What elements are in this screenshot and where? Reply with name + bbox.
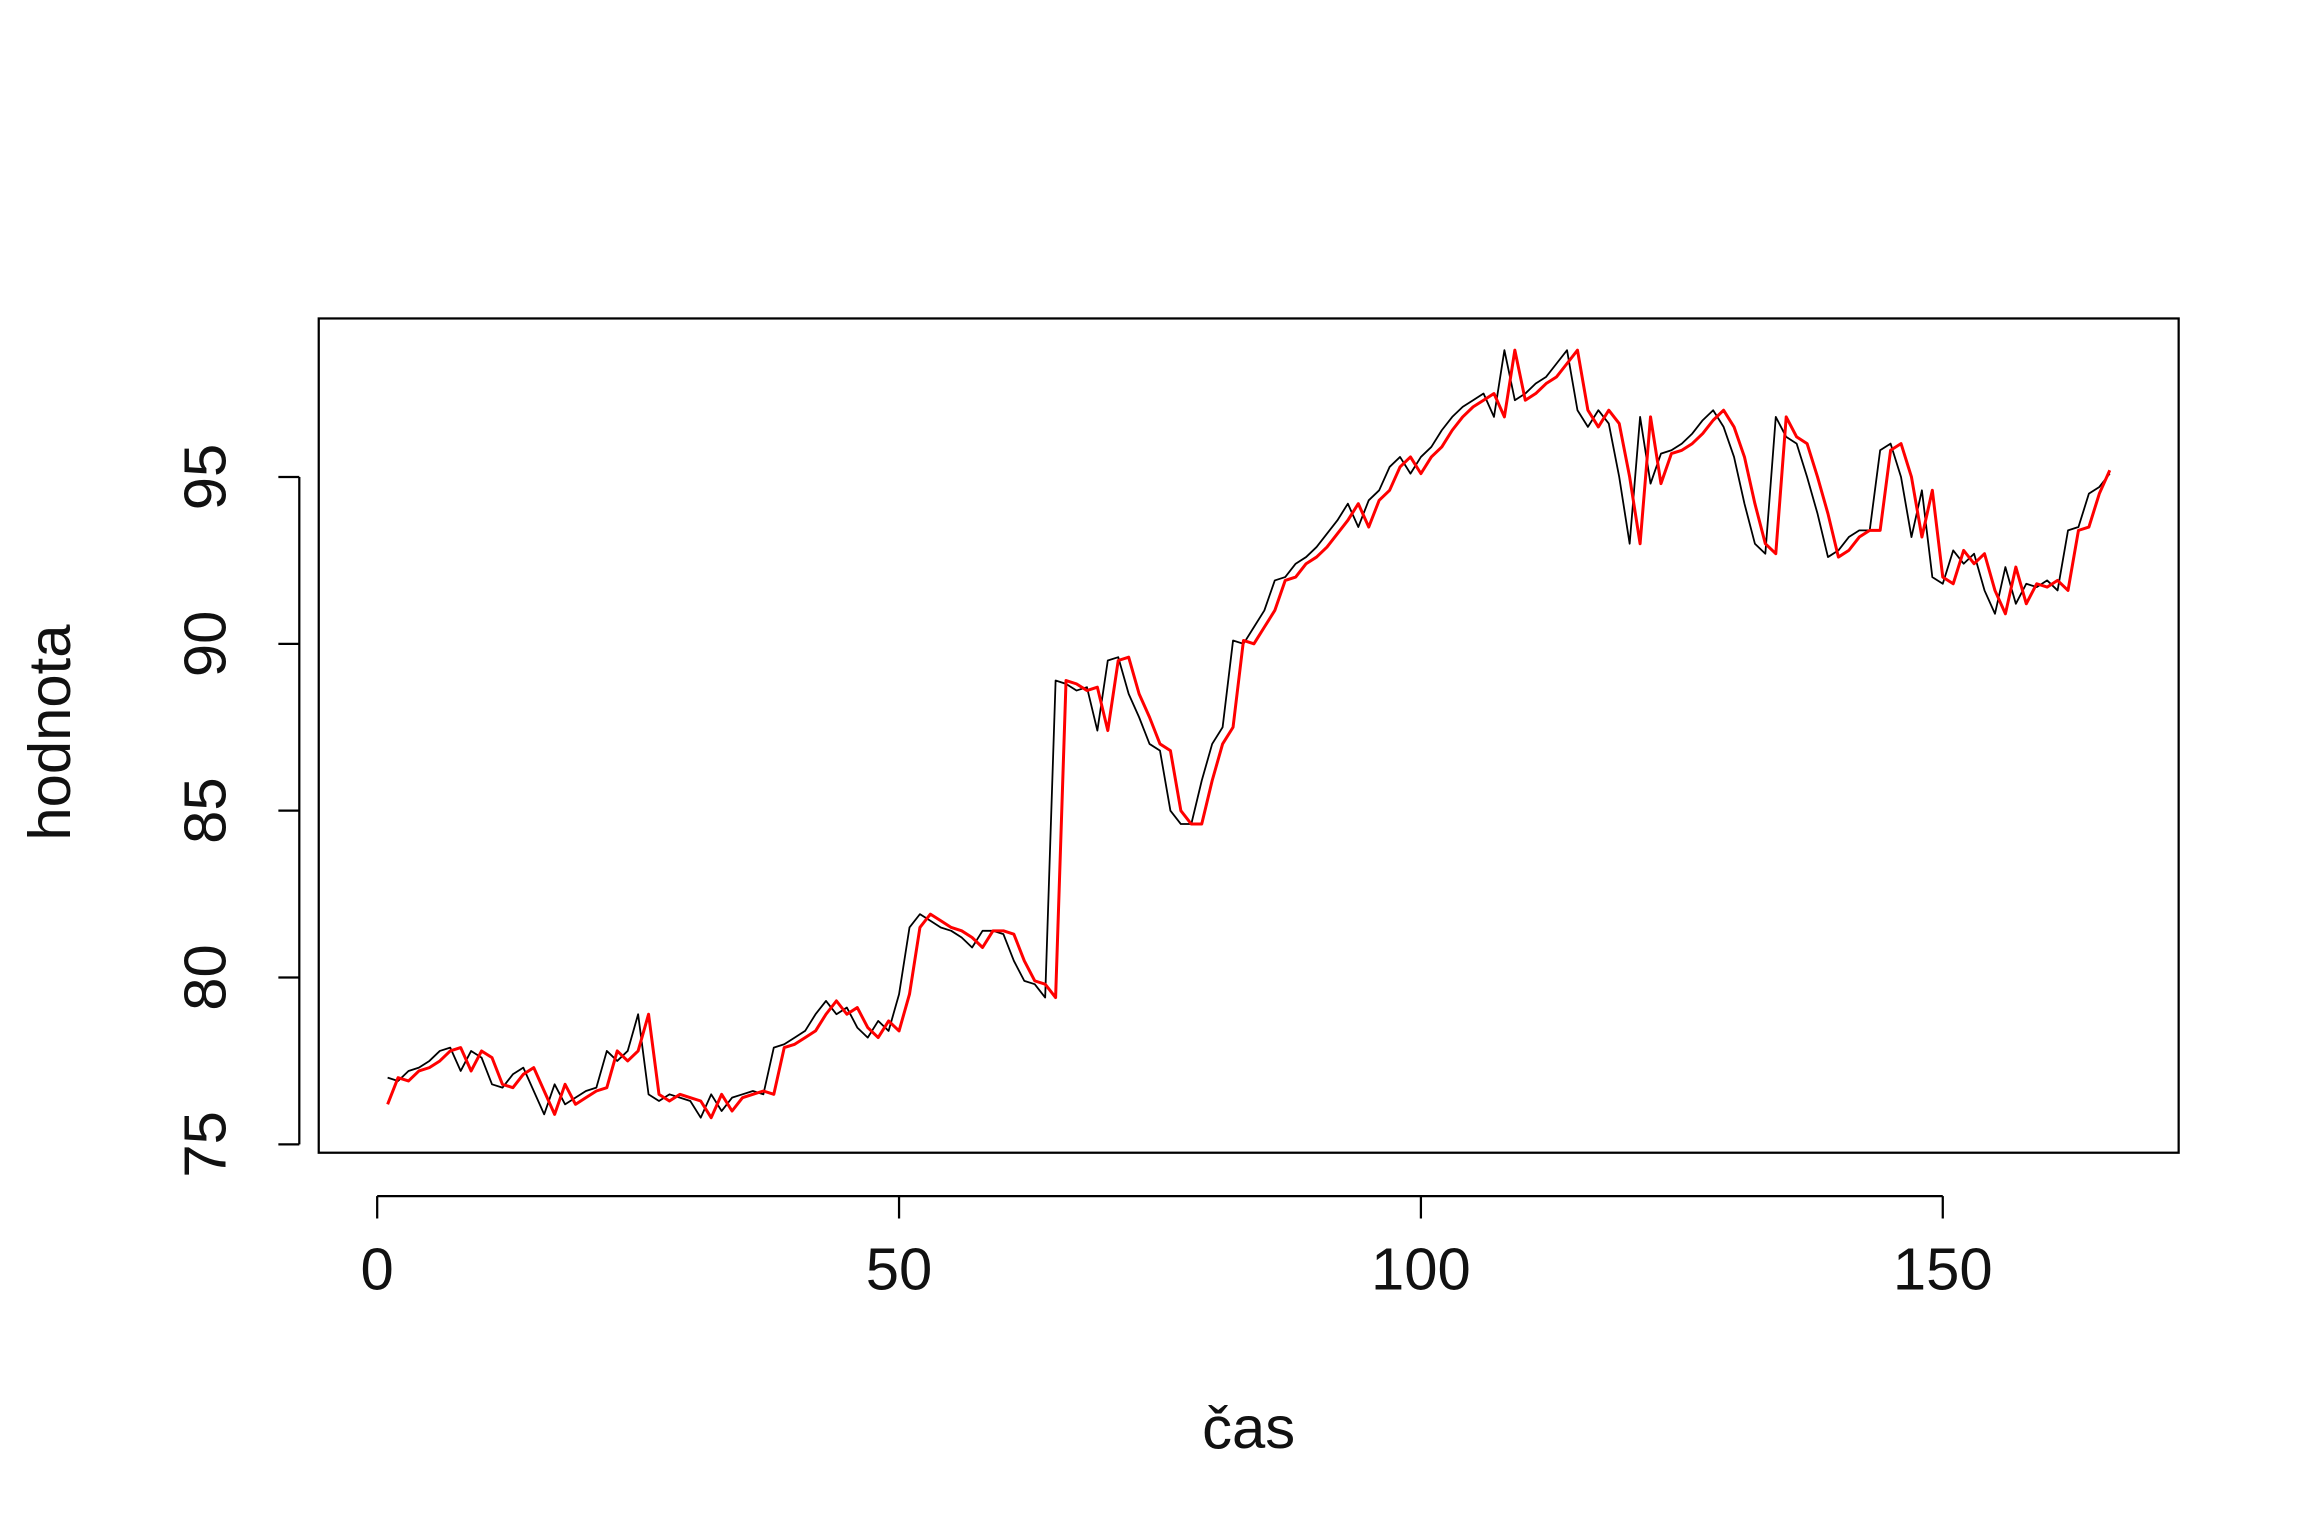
x-tick-label: 150 — [1893, 1236, 1993, 1303]
y-tick-label: 75 — [171, 1111, 238, 1178]
x-tick-label: 50 — [866, 1236, 933, 1303]
y-axis-label: hodnota — [16, 624, 83, 841]
series-line — [386, 348, 2112, 1120]
y-tick-label: 90 — [171, 611, 238, 678]
y-tick-label: 95 — [171, 444, 238, 511]
x-axis-label: čas — [1202, 1394, 1295, 1461]
y-tick-label: 85 — [171, 777, 238, 844]
x-tick-label: 100 — [1371, 1236, 1471, 1303]
x-tick-label: 0 — [361, 1236, 394, 1303]
plot-box — [317, 317, 2180, 1154]
y-tick-label: 80 — [171, 944, 238, 1011]
series-line — [387, 349, 2111, 1119]
